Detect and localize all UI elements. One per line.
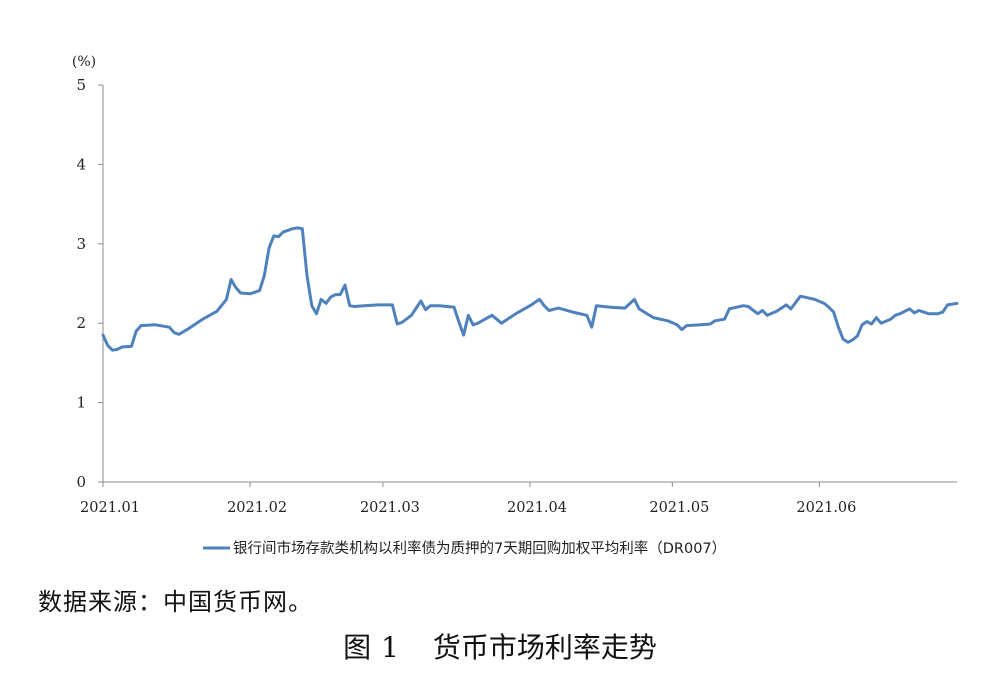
x-tick-label: 2021.04: [507, 500, 567, 516]
x-tick-label: 2021.01: [80, 500, 140, 516]
x-tick-label: 2021.06: [796, 500, 856, 516]
x-tick-label: 2021.03: [360, 500, 420, 516]
y-tick-label: 2: [76, 314, 86, 332]
y-ticks: 0 1 2 3 4 5: [76, 76, 103, 491]
x-tick-label: 2021.02: [227, 500, 287, 516]
legend-label: 银行间市场存款类机构以利率债为质押的7天期回购加权平均利率（DR007）: [233, 540, 726, 557]
figure-caption: 图 1 货币市场利率走势: [0, 626, 1000, 666]
legend: 银行间市场存款类机构以利率债为质押的7天期回购加权平均利率（DR007）: [203, 540, 726, 557]
y-tick-label: 3: [76, 235, 86, 253]
figure-title: 货币市场利率走势: [432, 631, 657, 664]
y-tick-label: 5: [76, 76, 86, 94]
data-source-note: 数据来源：中国货币网。: [38, 588, 313, 616]
figure-label: 图: [343, 631, 372, 664]
y-tick-label: 0: [76, 473, 86, 491]
x-ticks: 2021.01 2021.02 2021.03 2021.04 2021.05 2021.…: [80, 482, 856, 516]
y-tick-label: 1: [76, 394, 86, 412]
x-tick-label: 2021.05: [649, 500, 709, 516]
y-tick-label: 4: [76, 155, 86, 173]
figure-number: 1: [381, 631, 399, 664]
y-unit-label: (%): [72, 54, 96, 70]
series-line-dr007: [101, 226, 959, 352]
